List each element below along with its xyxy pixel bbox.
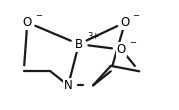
Text: O: O [117,43,126,56]
Text: −: − [35,11,42,20]
Text: B: B [75,38,83,51]
Text: O: O [23,16,32,29]
Text: O: O [120,16,130,29]
Text: −: − [132,11,139,20]
Text: −: − [129,38,136,47]
Text: 3+: 3+ [87,32,100,41]
Text: N: N [64,79,72,92]
